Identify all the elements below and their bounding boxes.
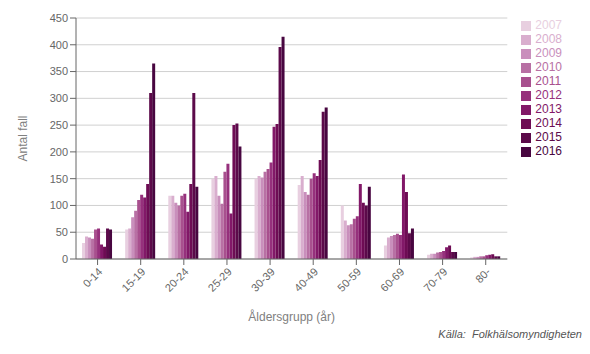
svg-text:50: 50 (56, 226, 68, 238)
html-text:2009: 2009 (535, 46, 562, 60)
svg-text:300: 300 (50, 92, 68, 104)
svg-text:50-59: 50-59 (335, 265, 363, 293)
svg-text:15-19: 15-19 (119, 265, 147, 293)
svg-text:200: 200 (50, 146, 68, 158)
svg-text:Antal fall: Antal fall (16, 115, 30, 161)
svg-text:60-69: 60-69 (378, 265, 406, 293)
html-text:2013: 2013 (535, 102, 562, 116)
html-text:2010: 2010 (535, 60, 562, 74)
html-text:2007: 2007 (535, 18, 562, 32)
svg-text:0-14: 0-14 (80, 265, 104, 289)
html-text:2015: 2015 (535, 130, 562, 144)
html-text:2011: 2011 (535, 74, 562, 88)
svg-text:30-39: 30-39 (249, 265, 277, 293)
svg-text:80-: 80- (473, 265, 493, 285)
html-text:2016: 2016 (535, 144, 562, 158)
svg-text:350: 350 (50, 65, 68, 77)
svg-text:25-29: 25-29 (206, 265, 234, 293)
html-text:2012: 2012 (535, 88, 562, 102)
svg-text:70-79: 70-79 (421, 265, 449, 293)
html-text:Källa: Folkhälsomyndigheten: Källa: Folkhälsomyndigheten (438, 328, 582, 340)
svg-text:450: 450 (50, 12, 68, 24)
svg-text:150: 150 (50, 173, 68, 185)
html-text:2008: 2008 (535, 32, 562, 46)
svg-text:0: 0 (62, 253, 68, 265)
html-text:2014: 2014 (535, 116, 562, 130)
svg-text:400: 400 (50, 39, 68, 51)
svg-text:Åldersgrupp (år): Åldersgrupp (år) (248, 309, 335, 324)
svg-text:100: 100 (50, 199, 68, 211)
svg-text:250: 250 (50, 119, 68, 131)
svg-text:20-24: 20-24 (162, 265, 190, 293)
svg-text:40-49: 40-49 (292, 265, 320, 293)
